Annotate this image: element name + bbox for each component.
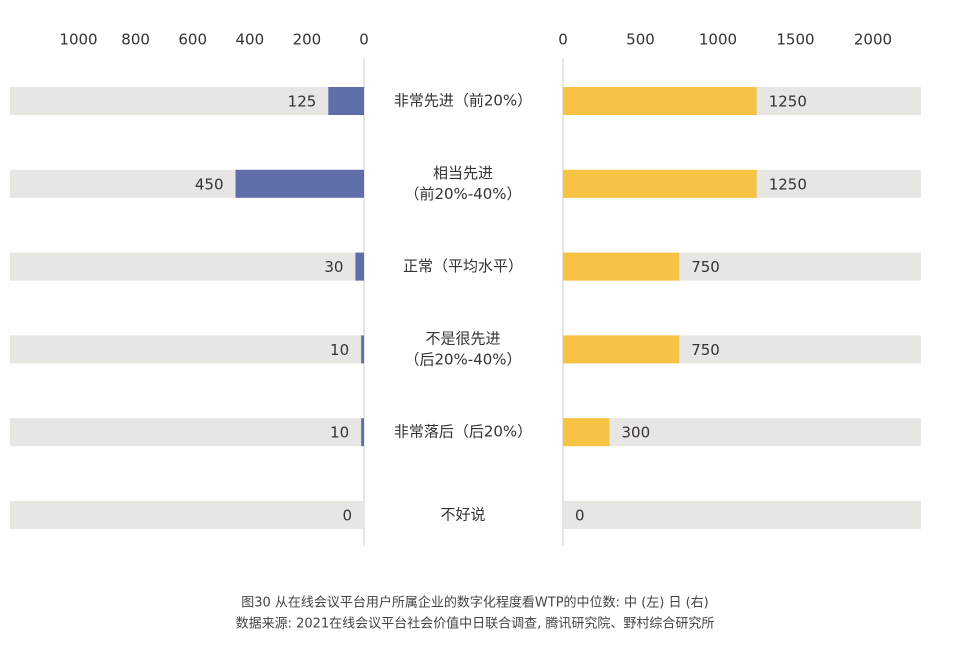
source: 数据来源: 2021在线会议平台社会价值中日联合调查, 腾讯研究院、野村综合研究…: [236, 616, 715, 632]
value-label: 1250: [769, 175, 807, 193]
bar-background: [563, 418, 921, 447]
bar: [563, 418, 610, 447]
bar-background: [10, 501, 364, 529]
value-label: 300: [621, 424, 650, 442]
bar: [563, 169, 757, 198]
value-label: 1250: [769, 93, 807, 111]
category-label: （后20%-40%）: [404, 350, 521, 368]
bar: [235, 169, 364, 198]
x-tick-label: 2000: [854, 31, 892, 49]
value-label: 125: [288, 93, 317, 111]
x-tick-label: 400: [235, 31, 264, 49]
x-tick-label: 0: [359, 31, 369, 49]
category-label: 正常（平均水平）: [403, 257, 523, 275]
x-tick-label: 600: [178, 31, 207, 49]
category-label: 非常落后（后20%）: [394, 423, 532, 441]
value-label: 750: [691, 258, 720, 276]
bar: [563, 335, 680, 364]
value-label: 30: [324, 258, 343, 276]
x-tick-label: 1000: [59, 31, 97, 49]
bar: [328, 87, 364, 115]
category-label: 非常先进（前20%）: [394, 92, 532, 110]
bar-background: [10, 418, 364, 447]
category-label: 不好说: [440, 506, 485, 524]
category-label: （前20%-40%）: [404, 185, 521, 203]
value-label: 10: [330, 341, 349, 359]
value-label: 0: [342, 507, 352, 525]
value-label: 450: [195, 175, 224, 193]
value-label: 10: [330, 424, 349, 442]
bar: [361, 418, 364, 447]
x-tick-label: 1000: [699, 31, 737, 49]
caption: 图30 从在线会议平台用户所属企业的数字化程度看WTP的中位数: 中 (左) 日…: [241, 595, 709, 611]
x-tick-label: 800: [121, 31, 150, 49]
category-label: 不是很先进: [425, 329, 500, 347]
x-tick-label: 0: [558, 31, 568, 49]
x-tick-label: 500: [626, 31, 655, 49]
x-tick-label: 200: [293, 31, 322, 49]
bar-background: [10, 335, 364, 364]
bar-background: [563, 501, 921, 529]
bar: [563, 252, 680, 281]
value-label: 750: [691, 341, 720, 359]
value-label: 0: [575, 507, 585, 525]
bar: [355, 252, 364, 281]
bar-background: [10, 87, 364, 115]
bar: [361, 335, 364, 364]
bar: [563, 87, 757, 115]
bar-background: [10, 252, 364, 281]
x-tick-label: 1500: [776, 31, 814, 49]
category-label: 相当先进: [433, 164, 493, 182]
